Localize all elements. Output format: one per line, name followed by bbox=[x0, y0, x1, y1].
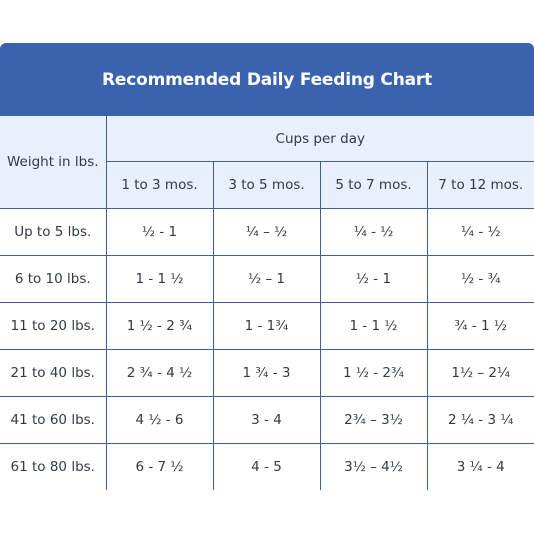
chart-title: Recommended Daily Feeding Chart bbox=[0, 43, 534, 116]
weight-cell: 61 to 80 lbs. bbox=[0, 443, 107, 490]
cups-cell: 3 ¼ - 4 bbox=[426, 443, 534, 490]
weight-column-header: Weight in lbs. bbox=[0, 116, 107, 209]
age-column-header: 3 to 5 mos. bbox=[212, 161, 321, 209]
table-row: 21 to 40 lbs. 2 ¾ - 4 ½ 1 ¾ - 3 1 ½ - 2¾… bbox=[0, 349, 534, 397]
cups-cell: ¼ - ½ bbox=[426, 208, 534, 256]
cups-cell: 1 ½ - 2¾ bbox=[319, 349, 428, 397]
feeding-table: Weight in lbs. Cups per day 1 to 3 mos. … bbox=[0, 116, 534, 490]
table-row: 41 to 60 lbs. 4 ½ - 6 3 - 4 2¾ – 3½ 2 ¼ … bbox=[0, 396, 534, 444]
cups-cell: ½ - 1 bbox=[319, 255, 428, 303]
weight-cell: 21 to 40 lbs. bbox=[0, 349, 107, 397]
cups-cell: 1 - 1 ½ bbox=[319, 302, 428, 350]
cups-per-day-header: Cups per day bbox=[105, 116, 534, 162]
cups-cell: 1 - 1¾ bbox=[212, 302, 321, 350]
table-row: Up to 5 lbs. ½ - 1 ¼ – ½ ¼ - ½ ¼ - ½ bbox=[0, 208, 534, 256]
cups-cell: ¼ - ½ bbox=[319, 208, 428, 256]
cups-cell: 1 - 1 ½ bbox=[105, 255, 214, 303]
cups-cell: ¼ – ½ bbox=[212, 208, 321, 256]
cups-cell: 1½ – 2¼ bbox=[426, 349, 534, 397]
cups-cell: 1 ¾ - 3 bbox=[212, 349, 321, 397]
weight-cell: 41 to 60 lbs. bbox=[0, 396, 107, 444]
age-column-header: 1 to 3 mos. bbox=[106, 161, 214, 209]
cups-cell: 3 - 4 bbox=[212, 396, 321, 444]
cups-cell: 2 ¼ - 3 ¼ bbox=[426, 396, 534, 444]
feeding-chart-card: Recommended Daily Feeding Chart Weight i… bbox=[0, 43, 534, 490]
weight-cell: 11 to 20 lbs. bbox=[0, 302, 107, 350]
table-row: 11 to 20 lbs. 1 ½ - 2 ¾ 1 - 1¾ 1 - 1 ½ ¾… bbox=[0, 302, 534, 350]
cups-cell: 2 ¾ - 4 ½ bbox=[105, 349, 214, 397]
cups-cell: 4 ½ - 6 bbox=[105, 396, 214, 444]
cups-cell: 2¾ – 3½ bbox=[319, 396, 428, 444]
weight-cell: 6 to 10 lbs. bbox=[0, 255, 107, 303]
cups-cell: ¾ - 1 ½ bbox=[426, 302, 534, 350]
cups-cell: 1 ½ - 2 ¾ bbox=[105, 302, 214, 350]
cups-cell: ½ - ¾ bbox=[426, 255, 534, 303]
table-row: 6 to 10 lbs. 1 - 1 ½ ½ – 1 ½ - 1 ½ - ¾ bbox=[0, 255, 534, 303]
table-row: 61 to 80 lbs. 6 - 7 ½ 4 - 5 3½ – 4½ 3 ¼ … bbox=[0, 443, 534, 490]
weight-cell: Up to 5 lbs. bbox=[0, 208, 107, 256]
cups-cell: 6 - 7 ½ bbox=[105, 443, 214, 490]
age-column-header: 5 to 7 mos. bbox=[319, 161, 428, 209]
cups-cell: ½ – 1 bbox=[212, 255, 321, 303]
cups-cell: 3½ – 4½ bbox=[319, 443, 428, 490]
cups-cell: 4 - 5 bbox=[212, 443, 321, 490]
cups-cell: ½ - 1 bbox=[105, 208, 214, 256]
age-column-header: 7 to 12 mos. bbox=[426, 161, 534, 209]
